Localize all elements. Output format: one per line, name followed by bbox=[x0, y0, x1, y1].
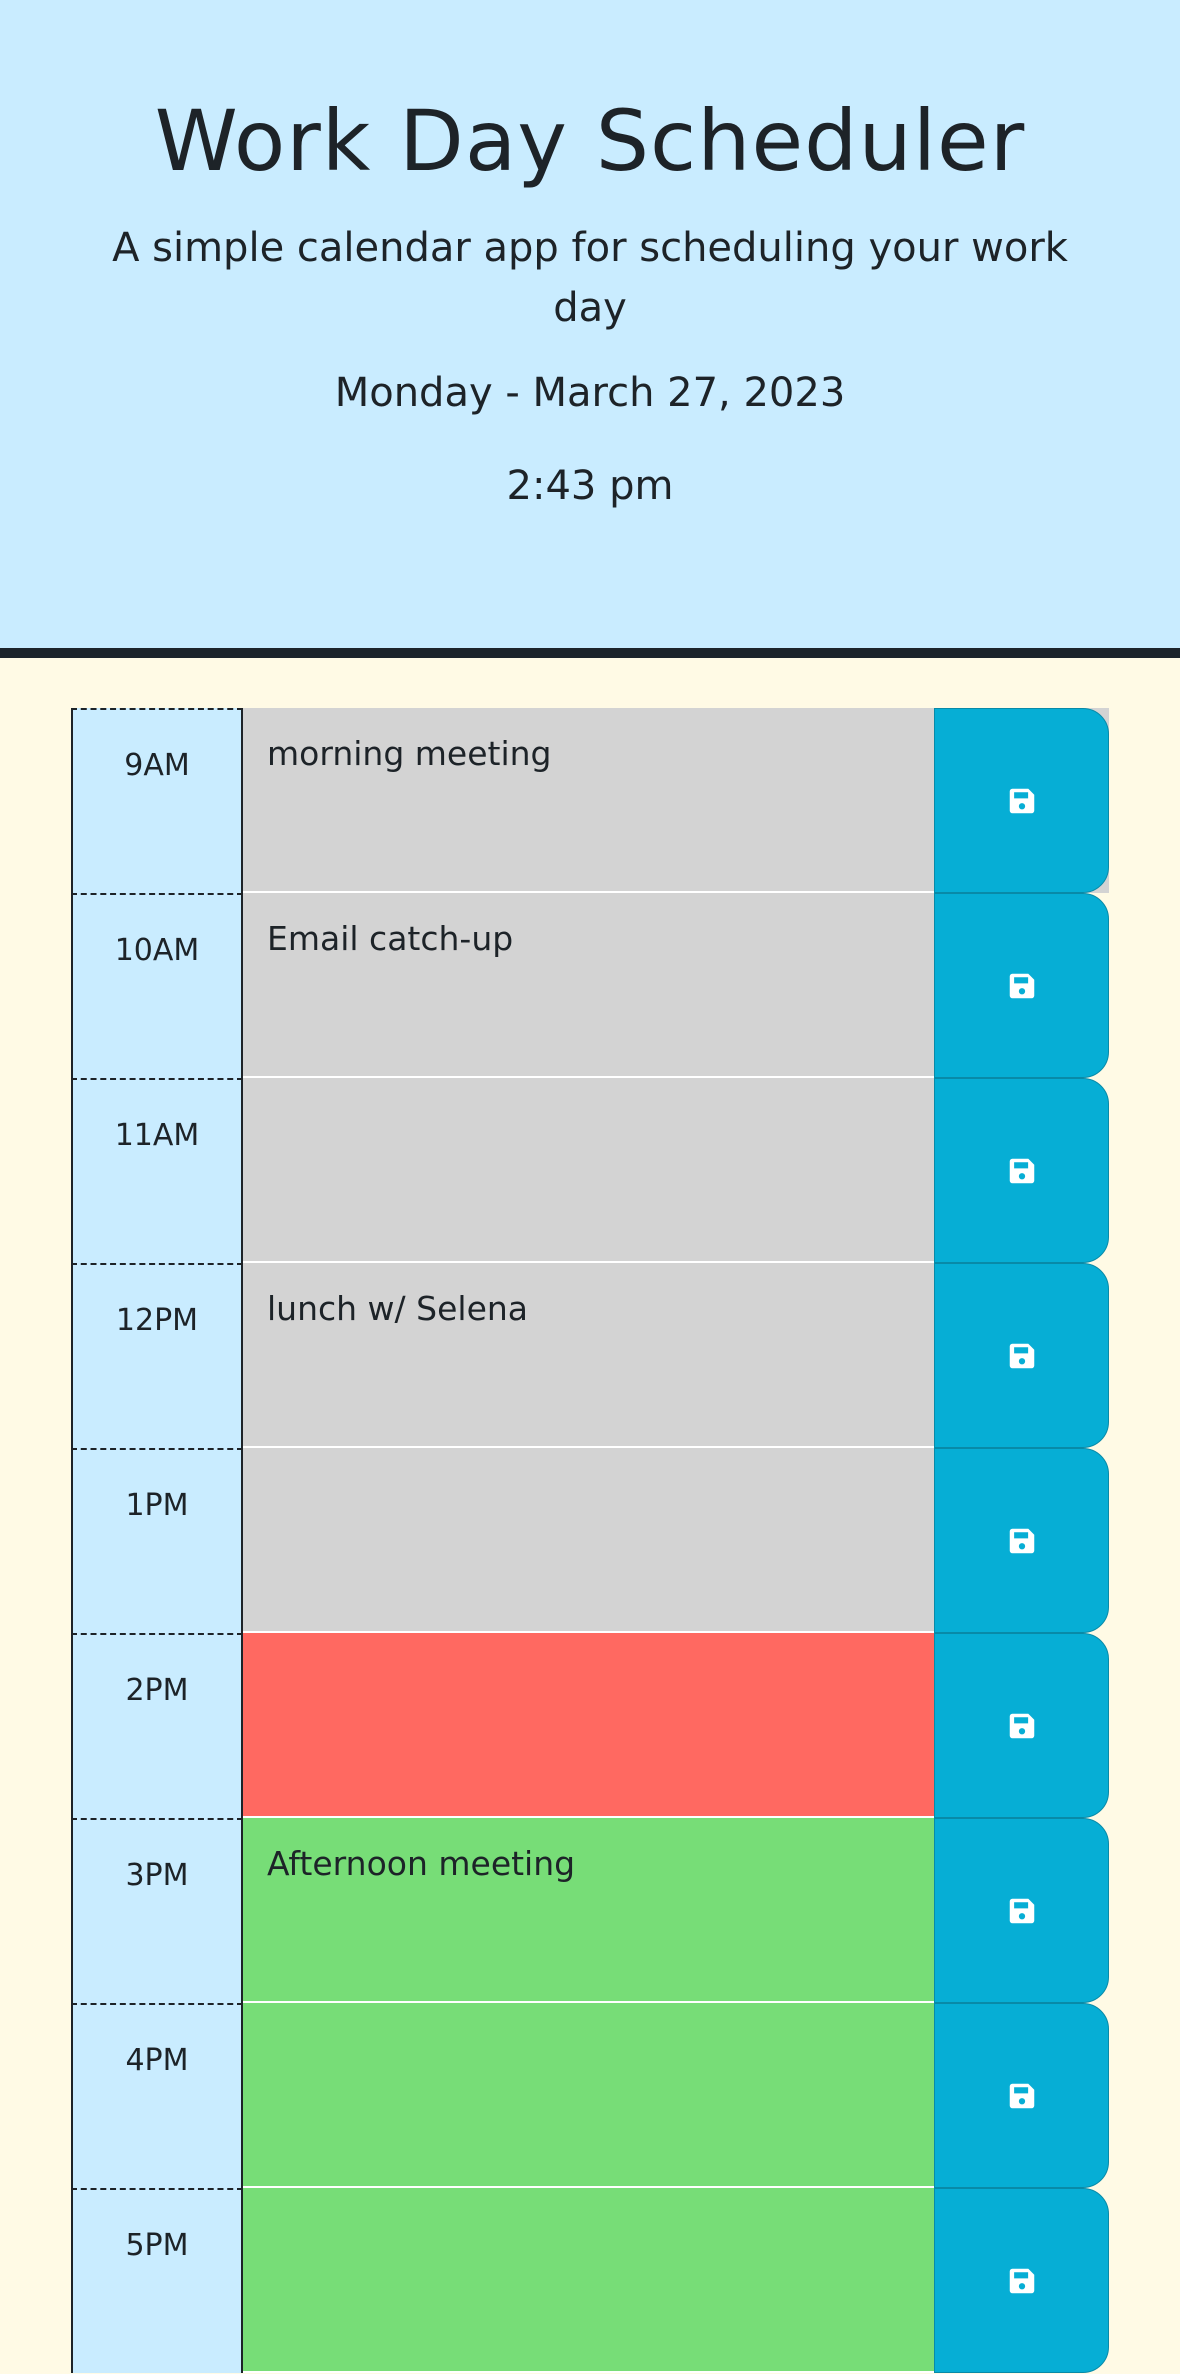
event-description-input[interactable]: Afternoon meeting bbox=[243, 1818, 934, 2003]
save-button[interactable] bbox=[934, 1633, 1109, 1818]
event-description-input[interactable] bbox=[243, 2188, 934, 2373]
current-time: 2:43 pm bbox=[506, 463, 674, 509]
floppy-disk-icon bbox=[1008, 2082, 1036, 2110]
event-description-input[interactable] bbox=[243, 2003, 934, 2188]
event-description-input[interactable]: morning meeting bbox=[243, 708, 934, 893]
save-button[interactable] bbox=[934, 708, 1109, 893]
save-button[interactable] bbox=[934, 1263, 1109, 1448]
hour-label: 1PM bbox=[71, 1448, 243, 1633]
event-description-input[interactable] bbox=[243, 1448, 934, 1633]
floppy-disk-icon bbox=[1008, 2267, 1036, 2295]
time-block-2pm: 2PM bbox=[71, 1633, 1109, 1818]
floppy-disk-icon bbox=[1008, 1897, 1036, 1925]
event-description-input[interactable]: lunch w/ Selena bbox=[243, 1263, 934, 1448]
hour-label: 11AM bbox=[71, 1078, 243, 1263]
hour-label: 3PM bbox=[71, 1818, 243, 2003]
floppy-disk-icon bbox=[1008, 787, 1036, 815]
time-block-5pm: 5PM bbox=[71, 2188, 1109, 2373]
time-block-list: 9AM morning meeting 10AM Email catch-up … bbox=[71, 708, 1109, 2373]
event-description-input[interactable] bbox=[243, 1078, 934, 1263]
page-title: Work Day Scheduler bbox=[154, 92, 1026, 190]
floppy-disk-icon bbox=[1008, 1342, 1036, 1370]
time-block-1pm: 1PM bbox=[71, 1448, 1109, 1633]
hour-label: 9AM bbox=[71, 708, 243, 893]
save-button[interactable] bbox=[934, 1818, 1109, 2003]
time-block-4pm: 4PM bbox=[71, 2003, 1109, 2188]
save-button[interactable] bbox=[934, 893, 1109, 1078]
floppy-disk-icon bbox=[1008, 1157, 1036, 1185]
save-button[interactable] bbox=[934, 2188, 1109, 2373]
save-button[interactable] bbox=[934, 2003, 1109, 2188]
floppy-disk-icon bbox=[1008, 972, 1036, 1000]
current-date: Monday - March 27, 2023 bbox=[334, 370, 846, 416]
hour-label: 4PM bbox=[71, 2003, 243, 2188]
hour-label: 5PM bbox=[71, 2188, 243, 2373]
page-header: Work Day Scheduler A simple calendar app… bbox=[0, 0, 1180, 658]
hour-label: 12PM bbox=[71, 1263, 243, 1448]
page-subtitle: A simple calendar app for scheduling you… bbox=[112, 225, 1068, 331]
time-block-12pm: 12PM lunch w/ Selena bbox=[71, 1263, 1109, 1448]
time-block-9am: 9AM morning meeting bbox=[71, 708, 1109, 893]
hour-label: 2PM bbox=[71, 1633, 243, 1818]
floppy-disk-icon bbox=[1008, 1712, 1036, 1740]
event-description-input[interactable] bbox=[243, 1633, 934, 1818]
time-block-11am: 11AM bbox=[71, 1078, 1109, 1263]
floppy-disk-icon bbox=[1008, 1527, 1036, 1555]
time-block-10am: 10AM Email catch-up bbox=[71, 893, 1109, 1078]
save-button[interactable] bbox=[934, 1078, 1109, 1263]
time-block-3pm: 3PM Afternoon meeting bbox=[71, 1818, 1109, 2003]
hour-label: 10AM bbox=[71, 893, 243, 1078]
save-button[interactable] bbox=[934, 1448, 1109, 1633]
event-description-input[interactable]: Email catch-up bbox=[243, 893, 934, 1078]
